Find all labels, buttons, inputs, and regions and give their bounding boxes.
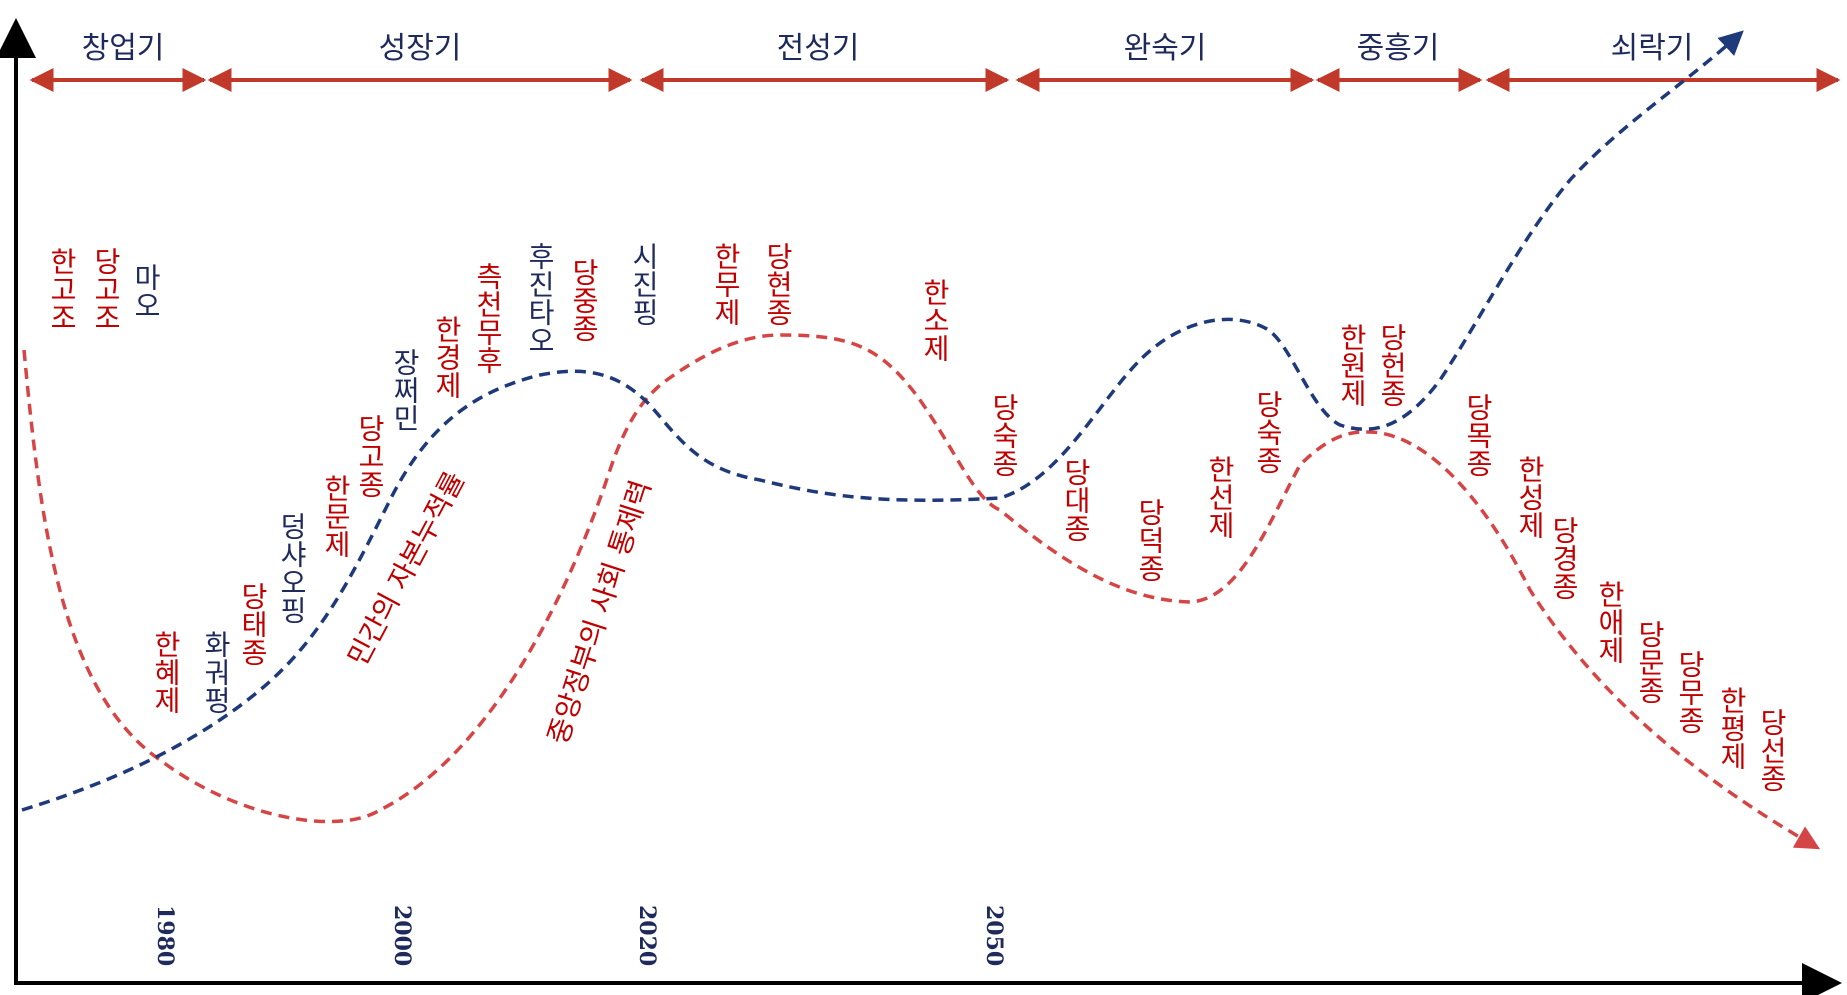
era-label-mature: 완숙기 xyxy=(1124,31,1207,66)
era-label-revival: 중흥기 xyxy=(1357,31,1440,66)
ruler-dang-daejong: 당대종 xyxy=(1060,458,1093,542)
ruler-hua-guofeng: 화궈펑 xyxy=(200,630,233,714)
ruler-dang-taejong: 당태종 xyxy=(237,582,270,666)
era-label-decline: 쇠락기 xyxy=(1611,31,1694,66)
ruler-dang-sukjong: 당숙종 xyxy=(988,393,1021,477)
era-labels: 창업기 성장기 전성기 완숙기 중흥기 쇠락기 xyxy=(82,31,1694,66)
ruler-hu: 후진타오 xyxy=(524,242,557,354)
ruler-han-pyeongje: 한평제 xyxy=(1716,686,1749,770)
ruler-dang-heonjong: 당헌종 xyxy=(1376,323,1409,407)
ruler-dang-mujong: 당무종 xyxy=(1674,650,1707,734)
ruler-han-seonje: 한선제 xyxy=(1204,455,1237,539)
ruler-dang-seonjong: 당선종 xyxy=(1756,708,1789,792)
ruler-mao: 마오 xyxy=(130,263,163,319)
ruler-dang-mokjong: 당목종 xyxy=(1462,393,1495,477)
ruler-dang-sunjong: 당숙종 xyxy=(1252,390,1285,474)
ruler-han-muje: 한무제 xyxy=(710,242,743,326)
ruler-wu-zetian: 측천무후 xyxy=(472,262,505,374)
ruler-labels: 한고조 당고조 마오 한혜제 화궈펑 당태종 덩샤오핑 한문제 당고종 장쩌민 … xyxy=(46,242,1789,792)
era-label-growth: 성장기 xyxy=(379,31,462,66)
year-labels: 1980 2000 2020 2050 xyxy=(152,905,1007,966)
red-curve-label: 중앙정부의 사회 통제력 xyxy=(541,476,657,748)
year-2020: 2020 xyxy=(634,905,660,966)
ruler-han-gojo: 한고조 xyxy=(46,247,79,331)
ruler-han-seongje: 한성제 xyxy=(1514,455,1547,539)
ruler-dang-deokjong: 당덕종 xyxy=(1134,498,1167,582)
ruler-dang-gojong: 당고종 xyxy=(354,414,387,498)
ruler-dang-hyeonjong: 당현종 xyxy=(762,242,795,326)
red-dashed-curve xyxy=(22,333,1821,850)
ruler-jiang: 장쩌민 xyxy=(389,348,422,432)
ruler-dang-jungjong: 당중종 xyxy=(568,258,601,342)
ruler-deng: 덩샤오핑 xyxy=(276,512,309,624)
ruler-han-soje: 한소제 xyxy=(919,278,952,362)
ruler-han-hyeje: 한혜제 xyxy=(150,630,183,714)
era-label-peak: 전성기 xyxy=(777,31,860,66)
navy-dashed-curve xyxy=(21,30,1744,812)
year-1980: 1980 xyxy=(152,905,178,966)
ruler-xi: 시진핑 xyxy=(628,242,661,326)
ruler-han-gyeongje: 한경제 xyxy=(431,315,464,399)
era-label-startup: 창업기 xyxy=(82,31,165,66)
ruler-dang-munjong: 당문종 xyxy=(1634,620,1667,704)
ruler-han-munje: 한문제 xyxy=(320,474,353,558)
ruler-han-aeje: 한애제 xyxy=(1594,580,1627,664)
ruler-han-wonje: 한원제 xyxy=(1336,323,1369,407)
year-2000: 2000 xyxy=(389,905,415,966)
year-2050: 2050 xyxy=(981,905,1007,966)
ruler-dang-gyeongjong: 당경종 xyxy=(1548,516,1581,600)
ruler-dang-gojo: 당고조 xyxy=(90,247,123,331)
